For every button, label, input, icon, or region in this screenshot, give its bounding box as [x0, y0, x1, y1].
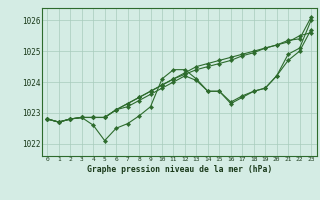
X-axis label: Graphe pression niveau de la mer (hPa): Graphe pression niveau de la mer (hPa): [87, 165, 272, 174]
